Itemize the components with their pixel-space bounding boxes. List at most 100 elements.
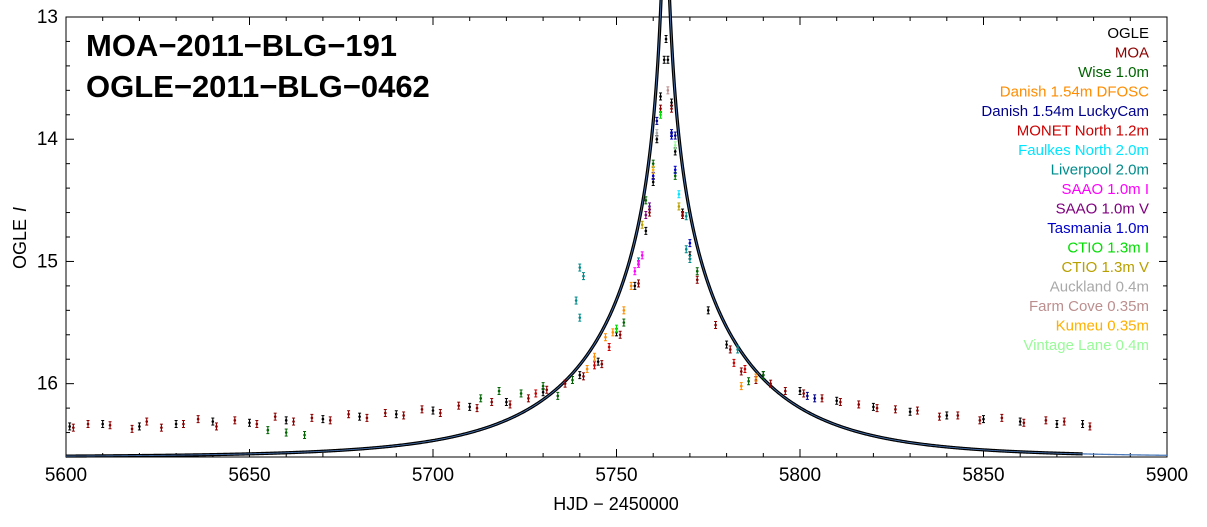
y-tick-label: 16	[37, 374, 58, 395]
data-point	[629, 284, 633, 288]
data-point	[736, 348, 739, 351]
series-kumeu-0-35m	[651, 165, 655, 174]
data-point	[604, 335, 607, 339]
data-point	[695, 278, 699, 282]
data-point	[754, 376, 758, 379]
data-point	[633, 284, 637, 288]
data-point	[945, 414, 949, 417]
legend-entry: Danish 1.54m LuckyCam	[981, 103, 1149, 120]
data-point	[673, 134, 677, 137]
legend-entry: MOA	[1115, 45, 1149, 62]
data-point	[196, 417, 200, 421]
data-point	[1081, 422, 1084, 426]
data-point	[556, 394, 560, 398]
data-point	[725, 343, 728, 346]
data-point	[622, 309, 626, 312]
data-point	[541, 390, 545, 394]
data-point	[505, 400, 508, 404]
data-point	[611, 331, 615, 334]
data-point	[673, 150, 677, 153]
data-point	[420, 408, 424, 411]
plot-area	[65, 0, 1168, 458]
model-curve-highlight	[65, 0, 1083, 457]
data-point	[563, 382, 567, 385]
legend-entry: MONET North 1.2m	[1017, 123, 1149, 140]
data-point	[622, 321, 626, 324]
data-point	[659, 113, 662, 117]
data-point	[321, 417, 325, 421]
data-point	[688, 257, 692, 261]
legend-entry: Liverpool 2.0m	[1051, 162, 1149, 179]
data-point	[527, 397, 530, 400]
data-point	[655, 131, 659, 135]
data-point	[633, 269, 637, 273]
data-point	[615, 327, 618, 330]
data-point	[582, 375, 585, 378]
model-curves	[65, 0, 1168, 458]
data-point	[857, 403, 861, 406]
data-point	[328, 419, 332, 422]
data-point	[383, 411, 387, 415]
data-point	[475, 406, 479, 410]
data-point	[284, 431, 288, 434]
data-point	[593, 355, 596, 359]
series-ctio-1-3m-v	[640, 202, 681, 229]
legend-entry: Farm Cove 0.35m	[1029, 298, 1149, 315]
data-point	[664, 37, 668, 41]
legend-entry: Auckland 0.4m	[1050, 279, 1149, 296]
data-point	[666, 58, 670, 62]
data-point	[798, 389, 802, 393]
data-point	[673, 168, 677, 172]
data-point	[673, 174, 677, 178]
legend-entry: CTIO 1.3m I	[1067, 240, 1149, 257]
data-point	[677, 205, 681, 208]
legend-entry: Tasmania 1.0m	[1047, 220, 1149, 237]
data-point	[644, 199, 648, 202]
data-point	[670, 134, 673, 137]
data-point	[347, 412, 350, 416]
data-point	[648, 211, 651, 214]
data-point	[215, 425, 218, 428]
data-point	[578, 266, 582, 269]
data-point	[813, 397, 816, 400]
y-tick-label: 13	[37, 7, 58, 28]
data-point	[651, 180, 655, 184]
legend-entry: CTIO 1.3m V	[1061, 259, 1149, 276]
data-point	[1062, 420, 1066, 423]
data-point	[839, 400, 842, 404]
x-tick-label: 5850	[962, 465, 1004, 486]
data-point	[596, 360, 600, 363]
data-point	[655, 137, 659, 141]
data-point	[659, 107, 662, 110]
data-point	[479, 397, 483, 400]
data-point	[739, 384, 743, 388]
data-point	[655, 119, 659, 123]
data-point	[938, 415, 941, 418]
data-point	[644, 229, 648, 233]
data-point	[534, 392, 538, 395]
data-point	[255, 422, 259, 426]
data-point	[956, 414, 960, 417]
data-point	[1088, 425, 1092, 428]
data-point	[802, 392, 805, 395]
data-point	[651, 168, 655, 172]
data-point	[706, 309, 710, 312]
data-points	[68, 35, 1092, 439]
x-tick-label: 5600	[45, 465, 87, 486]
series-auckland-0-4m	[655, 129, 659, 138]
data-point	[728, 348, 732, 351]
data-point	[666, 89, 670, 92]
data-point	[358, 415, 361, 418]
data-point	[233, 419, 237, 422]
x-tick-label: 5900	[1146, 465, 1188, 486]
data-point	[468, 405, 472, 409]
series-wise-1-0m	[266, 159, 765, 439]
legend-entry: Faulkes North 2.0m	[1018, 142, 1149, 159]
data-point	[607, 345, 611, 349]
x-tick-label: 5650	[228, 465, 270, 486]
series-saao-1-0m-v	[644, 202, 652, 219]
data-point	[637, 282, 640, 285]
data-point	[820, 397, 824, 400]
data-point	[182, 422, 185, 426]
